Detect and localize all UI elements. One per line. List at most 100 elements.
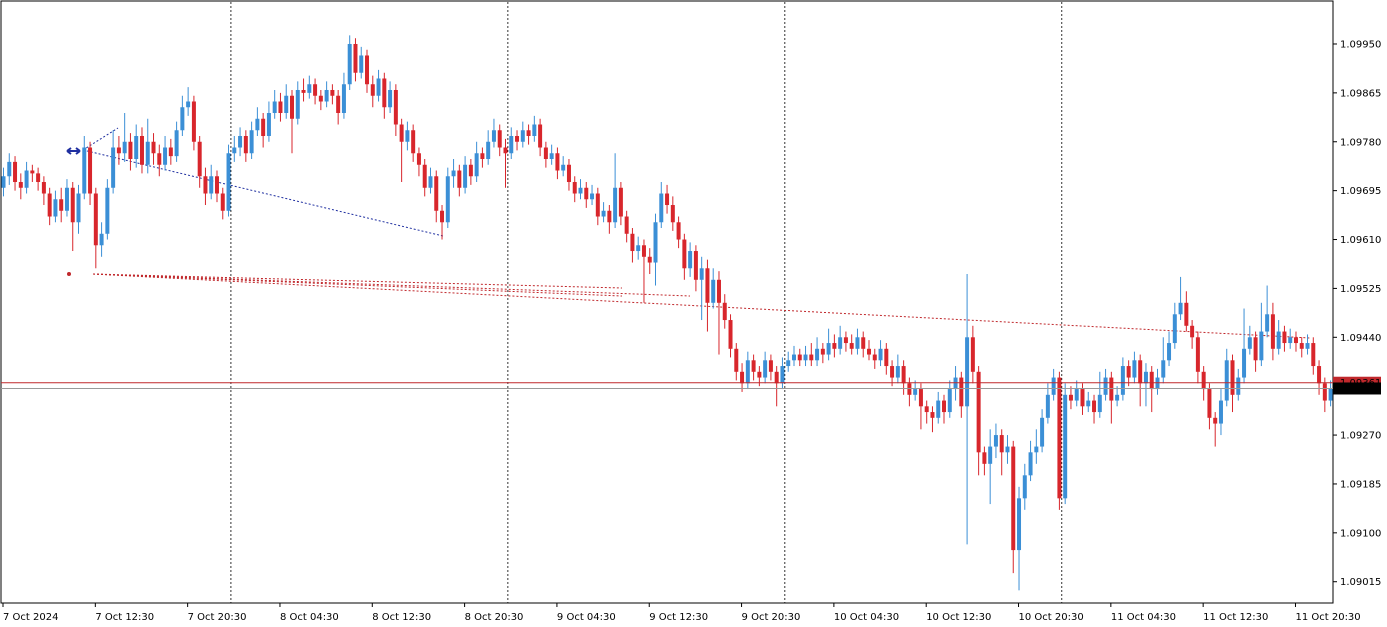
x-tick-label: 9 Oct 12:30 xyxy=(649,612,708,623)
candle-body xyxy=(1120,366,1125,395)
candle-body xyxy=(497,130,502,148)
candle-body xyxy=(186,101,191,108)
candle-body xyxy=(809,354,814,361)
candle-body xyxy=(24,170,29,188)
candle-body xyxy=(1022,475,1027,499)
candle-body xyxy=(468,164,473,177)
candle-body xyxy=(1282,331,1287,344)
candle-body xyxy=(18,182,23,188)
candle-body xyxy=(676,222,681,240)
candle-body xyxy=(463,164,468,188)
x-tick-label: 9 Oct 20:30 xyxy=(742,612,801,623)
candle-body xyxy=(1293,337,1298,344)
arrow-marker xyxy=(67,272,71,276)
candle-body xyxy=(976,371,981,453)
candle-body xyxy=(693,251,698,280)
candle-body xyxy=(376,78,381,96)
candle-body xyxy=(740,371,745,384)
x-tick-label: 8 Oct 12:30 xyxy=(372,612,431,623)
candle-body xyxy=(238,136,243,148)
candle-body xyxy=(993,435,998,447)
candle-body xyxy=(1253,337,1258,361)
candle-body xyxy=(105,187,110,234)
candle-body xyxy=(780,366,785,384)
candle-body xyxy=(122,141,127,154)
candle-body xyxy=(982,452,987,464)
candle-body xyxy=(99,233,104,246)
candle-body xyxy=(1063,394,1068,499)
candle-body xyxy=(653,222,658,263)
plot-frame xyxy=(0,0,1334,604)
candle-body xyxy=(641,245,646,257)
candle-body xyxy=(1207,389,1212,418)
candle-body xyxy=(855,337,860,349)
candle-body xyxy=(7,161,12,177)
candle-body xyxy=(953,377,958,390)
candle-body xyxy=(878,348,883,361)
candle-body xyxy=(88,147,93,194)
candle-body xyxy=(1317,366,1322,384)
candle-body xyxy=(382,78,387,108)
candle-body xyxy=(1103,377,1108,395)
candle-body xyxy=(64,187,69,211)
x-tick-label: 7 Oct 2024 xyxy=(3,612,58,623)
candle-body xyxy=(399,124,404,142)
x-tick-label: 9 Oct 04:30 xyxy=(557,612,616,623)
candle-body xyxy=(445,176,450,223)
candle-body xyxy=(393,89,398,125)
candle-body xyxy=(1218,400,1223,424)
candle-body xyxy=(786,360,791,367)
candle-body xyxy=(330,89,335,96)
x-tick-label: 11 Oct 04:30 xyxy=(1111,612,1176,623)
candle-body xyxy=(434,176,439,211)
candle-body xyxy=(566,164,571,183)
candle-body xyxy=(111,147,116,188)
candle-body xyxy=(849,343,854,349)
day-separators xyxy=(230,2,1063,603)
candle-body xyxy=(82,147,87,194)
candle-body xyxy=(590,193,595,200)
candle-body xyxy=(520,130,525,142)
candle-body xyxy=(543,147,548,160)
candle-body xyxy=(157,153,162,165)
candle-body xyxy=(370,84,375,96)
x-tick-label: 8 Oct 04:30 xyxy=(280,612,339,623)
candle-body xyxy=(901,366,906,384)
candle-body xyxy=(411,130,416,154)
candle-body xyxy=(128,141,133,160)
candle-body xyxy=(1149,371,1154,390)
candle-body xyxy=(924,406,929,413)
candle-body xyxy=(803,354,808,361)
x-tick-label: 10 Oct 20:30 xyxy=(1019,612,1084,623)
candle-body xyxy=(538,124,543,148)
candle-body xyxy=(607,210,612,223)
y-tick-label: 1.09185 xyxy=(1340,479,1381,490)
candle-body xyxy=(1265,314,1270,332)
candle-body xyxy=(699,268,704,280)
candle-body xyxy=(313,84,318,96)
candle-body xyxy=(480,153,485,160)
candle-body xyxy=(1045,394,1050,418)
candle-body xyxy=(53,199,58,217)
candle-body xyxy=(1190,325,1195,338)
y-tick-label: 1.09525 xyxy=(1340,284,1381,295)
x-tick-label: 7 Oct 12:30 xyxy=(95,612,154,623)
candle-body xyxy=(301,89,306,93)
candle-body xyxy=(918,389,923,407)
y-tick-label: 1.09610 xyxy=(1340,235,1381,246)
candle-body xyxy=(613,187,618,223)
candle-body xyxy=(1224,360,1229,401)
candle-body xyxy=(1155,377,1160,390)
candle-body xyxy=(1051,377,1056,395)
candle-body xyxy=(705,268,710,303)
candle-body xyxy=(867,348,871,355)
candle-body xyxy=(232,147,237,154)
candle-body xyxy=(1328,388,1333,401)
candle-body xyxy=(936,400,941,418)
candle-body xyxy=(457,170,462,188)
candle-body xyxy=(388,89,393,108)
candle-body xyxy=(947,389,952,413)
candle-body xyxy=(930,412,935,418)
candle-body xyxy=(1080,389,1085,407)
